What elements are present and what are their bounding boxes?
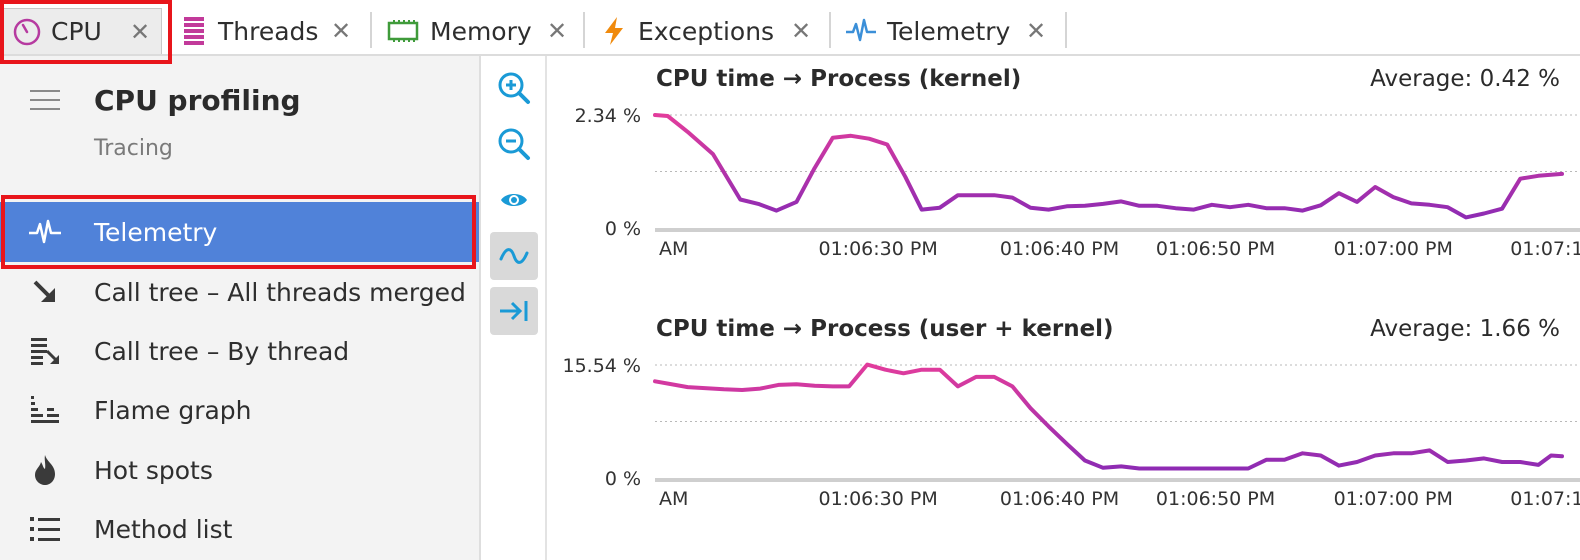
x-tick-label: 01:06:50 PM [1156,488,1275,510]
y-tick-label: 0 % [605,468,641,490]
x-tick-label: 01:06:30 PM [819,238,938,260]
y-tick-label: 15.54 % [563,355,642,377]
nav-item-label: Call tree – By thread [94,336,350,366]
scroll-to-end-toggle[interactable] [490,287,538,335]
tab-separator [370,12,372,48]
tab-label: Exceptions [638,16,775,46]
smooth-wave-icon [499,248,529,264]
zoom-out-button[interactable] [490,120,538,168]
tab-telemetry[interactable]: Telemetry ✕ [845,8,1055,54]
nav-item-telemetry[interactable]: Telemetry [0,202,479,262]
eye-icon [501,194,527,206]
tab-cpu[interactable]: CPU ✕ [2,8,162,54]
x-tick-label: 01:07:00 PM [1334,238,1453,260]
chart-user-kernel[interactable]: CPU time → Process (user + kernel) Avera… [548,308,1580,558]
chart-plot: 2.34 % 0 % AM 01:06:30 PM 01:06:40 PM 01:06:5… [575,105,1580,260]
chart-plot: 15.54 % 0 % AM 01:06:30 PM 01:06:40 PM 01:06:… [563,355,1580,510]
arrow-down-right-icon [28,275,62,309]
nav-item-call-tree-merged[interactable]: Call tree – All threads merged [0,263,479,321]
tab-separator [583,12,585,48]
scroll-to-end-icon [500,301,528,321]
sidebar: CPU profiling Tracing Telemetry Call tre… [0,56,481,560]
fire-icon [28,453,62,487]
tab-separator [170,12,172,48]
nav-item-label: Hot spots [94,455,213,485]
x-tick-label: 01:06:30 PM [819,488,938,510]
zoom-in-icon [498,72,530,104]
x-tick-label: AM [659,488,688,510]
tab-label: Memory [430,16,532,46]
x-tick-label: 01:07:00 PM [1334,488,1453,510]
visibility-button[interactable] [490,176,538,224]
tab-bar: CPU ✕ Threads ✕ Memory ✕ Exceptions ✕ Te… [0,0,1580,56]
x-tick-label: 01:07:10 [1510,238,1580,260]
memory-chip-icon [386,17,420,45]
x-tick-label: AM [659,238,688,260]
nav-item-call-tree-by-thread[interactable]: Call tree – By thread [0,322,479,380]
flame-graph-icon [28,393,62,427]
y-tick-label: 2.34 % [575,105,641,127]
chart-average: Average: 0.42 % [1370,66,1560,92]
thread-tree-icon [28,334,62,368]
chart-kernel[interactable]: CPU time → Process (kernel) Average: 0.4… [548,58,1580,308]
zoom-in-button[interactable] [490,64,538,112]
sidebar-title: CPU profiling [94,84,301,117]
tab-label: CPU [51,17,102,46]
threads-icon [180,17,208,45]
list-icon [28,512,62,546]
x-tick-label: 01:06:50 PM [1156,238,1275,260]
y-tick-label: 0 % [605,218,641,240]
chart-toolbar [481,56,547,560]
tab-label: Telemetry [887,16,1011,46]
chart-average: Average: 1.66 % [1370,316,1560,342]
nav-item-label: Flame graph [94,395,252,425]
hamburger-menu-icon[interactable] [30,90,60,112]
tab-close-button[interactable]: ✕ [790,17,812,45]
sidebar-subtitle: Tracing [94,136,173,161]
series-line [653,113,1564,220]
tab-close-button[interactable]: ✕ [330,17,352,45]
tab-close-button[interactable]: ✕ [1025,17,1047,45]
nav-item-method-list[interactable]: Method list [0,500,479,558]
nav-item-hot-spots[interactable]: Hot spots [0,441,479,499]
tab-separator [1065,12,1067,48]
tab-memory[interactable]: Memory ✕ [386,8,576,54]
series-line [653,362,1564,471]
x-tick-label: 01:07:10 [1510,488,1580,510]
nav-item-label: Call tree – All threads merged [94,277,466,307]
lightning-icon [600,17,628,45]
x-tick-label: 01:06:40 PM [1000,488,1119,510]
tab-separator [829,12,831,48]
chart-title: CPU time → Process (kernel) [656,66,1022,92]
pulse-icon [845,17,877,45]
tab-label: Threads [218,16,319,46]
nav-item-flame-graph[interactable]: Flame graph [0,381,479,439]
zoom-out-icon [498,128,530,160]
clock-icon [13,18,41,46]
tab-close-button[interactable]: ✕ [546,17,568,45]
smooth-lines-toggle[interactable] [490,232,538,280]
chart-title: CPU time → Process (user + kernel) [656,316,1114,342]
tab-close-button[interactable]: ✕ [129,17,151,46]
tab-threads[interactable]: Threads ✕ [180,8,360,54]
nav-item-label: Method list [94,514,233,544]
x-tick-label: 01:06:40 PM [1000,238,1119,260]
tab-exceptions[interactable]: Exceptions ✕ [600,8,820,54]
pulse-icon [28,215,62,249]
nav-item-label: Telemetry [94,217,218,247]
